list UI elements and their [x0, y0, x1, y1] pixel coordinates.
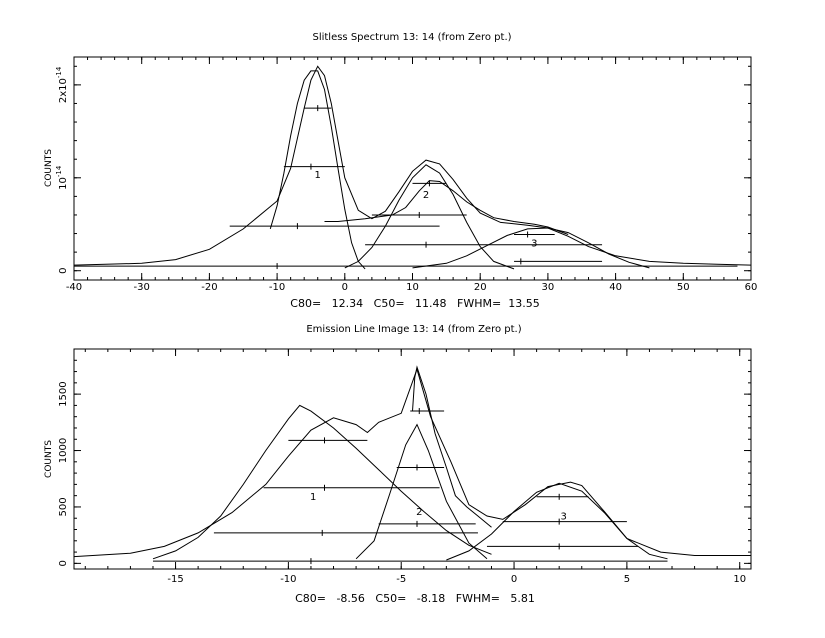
component-label-2: 2	[423, 190, 429, 201]
panel1-footer-stats: C80= 12.34 C50= 11.48 FWHM= 13.55	[290, 297, 539, 310]
component-label-3: 3	[561, 511, 567, 522]
profile-curve-1	[73, 367, 751, 558]
x-tick-label: -10	[269, 282, 285, 293]
panel2-title: Emission Line Image 13: 14 (from Zero pt…	[306, 324, 521, 335]
x-tick-label: 10	[733, 574, 746, 585]
component-label-1: 1	[310, 492, 316, 503]
panel1-title: Slitless Spectrum 13: 14 (from Zero pt.)	[312, 32, 511, 43]
y-tick-label: 1000	[58, 438, 69, 463]
x-tick-label: 20	[474, 282, 487, 293]
x-tick-label: 50	[677, 282, 690, 293]
panel-slitless-spectrum: Slitless Spectrum 13: 14 (from Zero pt.)…	[44, 32, 757, 310]
profile-curve-5	[446, 482, 668, 561]
profile-curve-2	[152, 404, 492, 560]
y-tick-label: 0	[58, 560, 69, 566]
profile-curve-4	[412, 227, 650, 269]
panel-emission-line-image: Emission Line Image 13: 14 (from Zero pt…	[44, 324, 752, 605]
panel2-y-axis-label: COUNTS	[44, 440, 54, 478]
x-tick-label: 0	[511, 574, 517, 585]
component-label-3: 3	[531, 239, 537, 250]
x-tick-label: -30	[134, 282, 150, 293]
x-tick-label: 60	[745, 282, 758, 293]
panel1-ticks: -40 -30 -20 -10 0 10 20 30 40 50 60 0 10-14 2x10-14	[55, 57, 757, 293]
component-label-2: 2	[416, 507, 422, 518]
y-tick-label: 10-14	[55, 165, 69, 190]
x-tick-label: 40	[609, 282, 622, 293]
x-tick-label: -5	[396, 574, 406, 585]
panel1-plot-frame	[73, 56, 752, 281]
panel1-y-axis-label: COUNTS	[44, 149, 54, 187]
x-tick-label: -40	[66, 282, 82, 293]
panel1-width-bars	[74, 105, 738, 270]
panel2-footer-stats: C80= -8.56 C50= -8.18 FWHM= 5.81	[295, 592, 535, 605]
panel1-component-labels: 1 2 3	[315, 170, 538, 250]
x-tick-label: 0	[342, 282, 348, 293]
profile-curve-3	[344, 164, 515, 270]
profile-curve-1	[73, 65, 752, 266]
profile-curve-3	[355, 423, 488, 560]
x-tick-label: 5	[624, 574, 630, 585]
panel2-width-bars	[152, 408, 668, 565]
y-tick-label: 2x10-14	[55, 66, 69, 103]
profile-curve-5	[324, 180, 569, 235]
x-tick-label: 10	[406, 282, 419, 293]
y-tick-label: 0	[58, 268, 69, 274]
panel2-plot-frame	[73, 348, 752, 570]
profile-curve-2	[269, 70, 366, 270]
panel1-curves	[73, 65, 752, 270]
x-tick-label: -15	[167, 574, 183, 585]
panel2-component-labels: 1 2 3	[310, 492, 567, 522]
y-tick-label: 500	[58, 497, 69, 516]
x-tick-label: 30	[542, 282, 555, 293]
component-label-1: 1	[315, 170, 321, 181]
x-tick-label: -20	[201, 282, 217, 293]
y-tick-exponent: -14	[55, 66, 63, 78]
panel2-curves	[73, 365, 751, 561]
panel2-ticks: -15 -10 -5 0 5 10 0 500 1000 1500	[58, 348, 751, 585]
x-tick-label: -10	[280, 574, 296, 585]
y-tick-exponent: -14	[55, 165, 63, 177]
profile-curve-4	[412, 365, 492, 528]
y-tick-label: 1500	[58, 381, 69, 406]
